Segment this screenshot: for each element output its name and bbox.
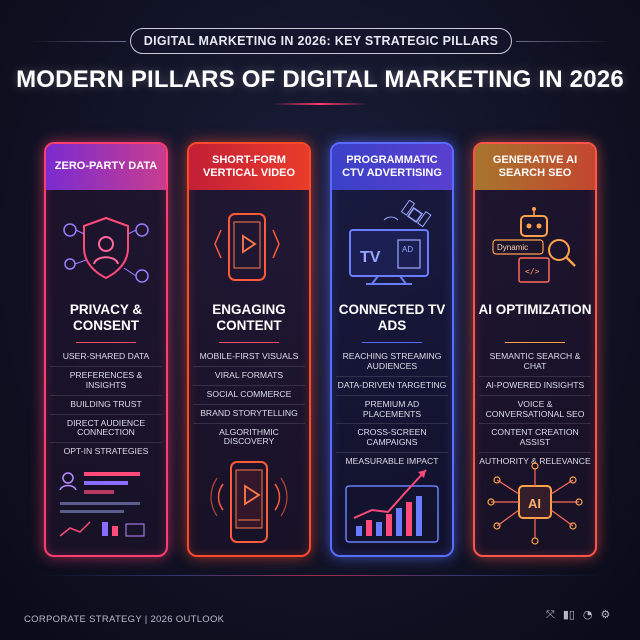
ai-chip-icon: AI	[475, 456, 595, 552]
footer-icon-group: ⤧ ▮▯ ◔ ⚙	[546, 608, 610, 622]
footer-glow-line	[40, 575, 600, 576]
pillar-heading: GENERATIVE AI SEARCH SEO	[475, 144, 595, 190]
header-right-rule	[516, 41, 612, 42]
list-item: AUTHORITY & RELEVANCE	[479, 456, 591, 467]
gear-icon: ⚙	[600, 608, 611, 621]
pillar-heading: ZERO-PARTY DATA	[46, 144, 166, 190]
footer-text: CORPORATE STRATEGY | 2026 OUTLOOK	[24, 614, 225, 625]
ad-label: AD	[402, 245, 413, 254]
smartphone-play-icon	[189, 200, 309, 432]
network-icon: ⤧	[546, 608, 555, 621]
list-item: VIRAL FORMATS	[193, 367, 305, 386]
phone-video-player-icon	[189, 456, 309, 552]
page-title: MODERN PILLARS OF DIGITAL MARKETING IN 2…	[16, 66, 624, 93]
header-pill: DIGITAL MARKETING IN 2026: KEY STRATEGIC…	[130, 28, 512, 54]
list-item: SOCIAL COMMERCE	[193, 386, 305, 405]
pillar-subtitle: ENGAGING CONTENT	[212, 302, 286, 333]
list-item: SEMANTIC SEARCH & CHAT	[479, 348, 591, 377]
list-item: ALGORITHMIC DISCOVERY	[219, 426, 279, 447]
pillar-subtitle: CONNECTED TV ADS	[338, 302, 446, 333]
pillar-item-list: REACHING STREAMING AUDIENCES DATA-DRIVEN…	[336, 348, 448, 471]
list-item: BRAND STORYTELLING	[193, 405, 305, 424]
list-item: CROSS-SCREEN CAMPAIGNS	[336, 424, 448, 454]
pie-chart-icon: ◔	[582, 608, 593, 621]
list-item: AI-POWERED INSIGHTS	[479, 377, 591, 396]
pillar-card-short-form-video: SHORT-FORM VERTICAL VIDEO ENGAGING CONTE…	[187, 142, 311, 557]
tv-satellite-icon: TV AD	[332, 200, 452, 432]
list-item: MOBILE-FIRST VISUALS	[193, 348, 305, 367]
shield-user-icon	[46, 200, 166, 432]
pillar-item-list: USER-SHARED DATA PREFERENCES & INSIGHTS …	[50, 348, 162, 461]
list-item: CONTENT CREATION ASSIST	[479, 424, 591, 454]
title-underline	[272, 103, 368, 105]
pillar-heading: PROGRAMMATIC CTV ADVERTISING	[332, 144, 452, 190]
growth-chart-icon	[332, 456, 452, 552]
list-item: USER-SHARED DATA	[50, 348, 162, 367]
list-item: DATA-DRIVEN TARGETING	[336, 377, 448, 396]
subtitle-rule	[505, 342, 565, 343]
robot-search-icon: Dynamic </>	[475, 200, 595, 432]
bar-chart-icon: ▮▯	[562, 608, 575, 621]
pillar-item-list: MOBILE-FIRST VISUALS VIRAL FORMATS SOCIA…	[193, 348, 305, 451]
dynamic-label: Dynamic	[497, 243, 528, 252]
list-item: VOICE & CONVERSATIONAL SEO	[479, 396, 591, 425]
subtitle-rule	[76, 342, 136, 343]
pillar-card-zero-party-data: ZERO-PARTY DATA PRIVACY & CONSENT USER-S…	[44, 142, 168, 557]
list-item: REACHING STREAMING AUDIENCES	[336, 348, 448, 377]
subtitle-rule	[219, 342, 279, 343]
pillar-card-programmatic-ctv: PROGRAMMATIC CTV ADVERTISING TV AD CONNE…	[330, 142, 454, 557]
header-left-rule	[30, 41, 126, 42]
pillar-card-generative-ai-seo: GENERATIVE AI SEARCH SEO Dynamic </> AI …	[473, 142, 597, 557]
list-item: PREMIUM AD PLACEMENTS	[336, 396, 448, 425]
chip-label: AI	[528, 496, 541, 511]
tv-label: TV	[360, 249, 381, 266]
dashboard-profile-icon	[46, 456, 166, 552]
pillar-subtitle: AI OPTIMIZATION	[478, 302, 592, 317]
list-item: MEASURABLE IMPACT	[345, 456, 439, 467]
pillar-subtitle: PRIVACY & CONSENT	[69, 302, 143, 333]
subtitle-rule	[362, 342, 422, 343]
list-item: BUILDING TRUST	[50, 396, 162, 415]
list-item: DIRECT AUDIENCE CONNECTION	[50, 415, 162, 444]
svg-text:</>: </>	[525, 267, 540, 276]
pillar-heading: SHORT-FORM VERTICAL VIDEO	[189, 144, 309, 190]
pillar-item-list: SEMANTIC SEARCH & CHAT AI-POWERED INSIGH…	[479, 348, 591, 471]
list-item: PREFERENCES & INSIGHTS	[50, 367, 162, 396]
list-item: OPT-IN STRATEGIES	[63, 446, 149, 457]
